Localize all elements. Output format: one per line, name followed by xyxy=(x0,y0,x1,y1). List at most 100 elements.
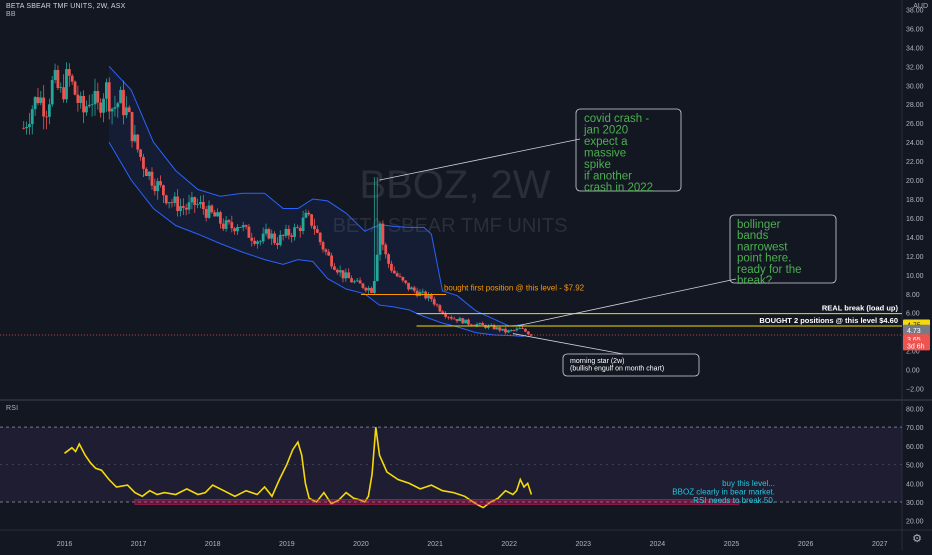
bollinger-bands xyxy=(108,65,525,337)
candle-body xyxy=(509,330,513,331)
candle-body xyxy=(521,328,524,330)
candle-body xyxy=(290,235,294,237)
candle-body xyxy=(458,318,462,322)
annotation-text: (bullish engulf on month chart) xyxy=(570,366,664,373)
candle-body xyxy=(150,171,154,186)
candle-body xyxy=(133,134,137,142)
bollinger-lower xyxy=(108,141,525,337)
candle-body xyxy=(264,229,268,234)
candle-body xyxy=(45,116,48,118)
candle-body xyxy=(193,197,197,205)
rsi-y-tick-label: 40.00 xyxy=(906,481,924,488)
candle-body xyxy=(501,328,505,331)
candle-body xyxy=(284,228,288,236)
annotations[interactable]: buy this level...BBOZ clearly in bear ma… xyxy=(379,108,837,505)
watermark-symbol: BBOZ, 2W xyxy=(359,163,550,207)
candle-body xyxy=(247,226,251,238)
candle-body xyxy=(410,287,413,290)
candle-body xyxy=(224,220,228,229)
candle-body xyxy=(82,95,85,113)
candle-body xyxy=(524,328,527,332)
annotation-text: bands xyxy=(737,230,769,242)
candle-body xyxy=(358,280,362,284)
candle-body xyxy=(287,228,291,236)
candle-body xyxy=(53,69,57,81)
candle-body xyxy=(432,299,436,305)
candle-body xyxy=(244,225,248,227)
price-label: 3d 6h xyxy=(907,343,925,350)
candle-body xyxy=(73,81,77,95)
candle-body xyxy=(281,234,285,236)
candle-body xyxy=(144,168,148,177)
candle-body xyxy=(278,234,282,245)
hline-label: BOUGHT 2 positions @ this level $4.60 xyxy=(759,316,898,325)
candle-body xyxy=(304,212,308,218)
candle-body xyxy=(310,214,314,226)
rsi-annotation-line: RSI needs to break 50. xyxy=(693,496,775,505)
x-tick-label: 2018 xyxy=(205,541,221,548)
candle-body xyxy=(313,225,316,230)
symbol-title[interactable]: BETA SBEAR TMF UNITS, 2W, ASX xyxy=(6,3,126,10)
candle-body xyxy=(204,209,208,218)
candle-body xyxy=(355,280,359,282)
candle-body xyxy=(273,233,276,244)
rsi-y-tick-label: 70.00 xyxy=(906,425,924,432)
rsi-annotation-line: BBOZ clearly in bear market. xyxy=(672,488,775,497)
candle-body xyxy=(449,317,453,319)
bollinger-fill xyxy=(109,66,524,337)
gear-icon[interactable]: ⚙ xyxy=(912,533,922,545)
candle-body xyxy=(219,212,222,224)
candle-body xyxy=(467,319,470,325)
candle-body xyxy=(333,266,336,270)
candle-body xyxy=(221,223,225,229)
y-tick-label: 26.00 xyxy=(906,121,924,128)
annotation-text: ready for the xyxy=(737,264,802,276)
candle-body xyxy=(484,325,487,328)
y-tick-label: 32.00 xyxy=(906,64,924,71)
candle-body xyxy=(30,109,34,125)
candle-body xyxy=(170,202,174,204)
y-tick-label: 28.00 xyxy=(906,102,924,109)
candle-body xyxy=(492,325,496,330)
currency-label: AUD xyxy=(913,3,928,10)
annotation-text: break? xyxy=(737,275,772,287)
x-tick-label: 2025 xyxy=(724,541,740,548)
annotation-text: spike xyxy=(584,159,611,171)
candle-body xyxy=(478,323,482,325)
candle-body xyxy=(367,287,371,291)
candle-body xyxy=(241,225,245,228)
candle-body xyxy=(350,278,353,283)
candle-body xyxy=(216,212,219,217)
candle-body xyxy=(139,149,142,157)
candle-body xyxy=(526,331,530,335)
candle-body xyxy=(253,240,257,244)
rsi-indicator-label[interactable]: RSI xyxy=(6,405,19,412)
y-tick-label: 6.00 xyxy=(906,311,920,318)
candle-body xyxy=(47,104,51,117)
candle-body xyxy=(201,202,205,210)
candle-body xyxy=(62,87,66,100)
x-tick-label: 2021 xyxy=(427,541,443,548)
candle-body xyxy=(130,112,134,142)
rsi-y-tick-label: 80.00 xyxy=(906,406,924,413)
rsi-series xyxy=(64,427,533,509)
rsi-y-tick-label: 20.00 xyxy=(906,519,924,526)
candle-body xyxy=(407,282,410,290)
candle-body xyxy=(395,273,399,277)
x-tick-label: 2016 xyxy=(57,541,73,548)
candle-body xyxy=(127,107,131,113)
candle-body xyxy=(28,124,31,128)
price-label-bg xyxy=(903,324,930,335)
horizontal-lines[interactable]: bought first position @ this level - $7.… xyxy=(0,284,902,336)
y-tick-label: 2.00 xyxy=(906,349,920,356)
candle-body xyxy=(392,270,396,274)
candle-body xyxy=(398,276,402,278)
candle-body xyxy=(364,287,368,291)
candle-body xyxy=(298,227,302,231)
bb-indicator-label[interactable]: BB xyxy=(6,11,16,18)
candle-body xyxy=(270,233,274,239)
candle-body xyxy=(438,305,442,312)
candle-body xyxy=(293,227,296,237)
